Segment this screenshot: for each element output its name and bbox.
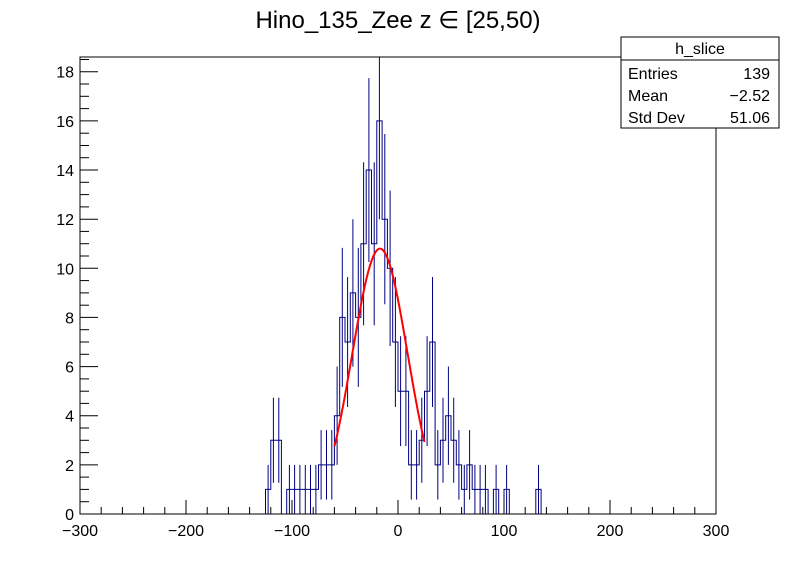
x-tick-label: 100 bbox=[491, 523, 518, 540]
y-tick-label: 4 bbox=[65, 409, 74, 426]
y-tick-label: 0 bbox=[65, 507, 74, 524]
stats-box-frame bbox=[620, 36, 780, 129]
y-tick-label: 8 bbox=[65, 310, 74, 327]
error-bars bbox=[267, 57, 539, 514]
y-tick-label: 14 bbox=[56, 163, 74, 180]
stats-entries-label: Entries bbox=[628, 66, 678, 83]
x-tick-label: −200 bbox=[168, 523, 204, 540]
y-axis: 0 2 4 6 8 10 12 14 16 18 bbox=[56, 59, 98, 524]
gaussian-fit-curve bbox=[333, 247, 426, 447]
plot-area bbox=[79, 56, 717, 515]
y-tick-label: 12 bbox=[56, 212, 74, 229]
chart-title: Hino_135_Zee z ∈ [25,50) bbox=[255, 7, 540, 34]
y-tick-label: 18 bbox=[56, 65, 74, 82]
x-tick-label: 300 bbox=[703, 523, 730, 540]
x-axis: −300 −200 −100 0 100 200 300 bbox=[62, 500, 729, 540]
stats-mean-value: −2.52 bbox=[730, 88, 771, 105]
x-tick-label: 200 bbox=[597, 523, 624, 540]
stats-stddev-value: 51.06 bbox=[730, 110, 770, 127]
x-tick-label: −300 bbox=[62, 523, 98, 540]
stats-stddev-label: Std Dev bbox=[628, 110, 685, 127]
x-tick-label: −100 bbox=[274, 523, 310, 540]
stats-entries-value: 139 bbox=[743, 66, 770, 83]
y-tick-label: 10 bbox=[56, 261, 74, 278]
x-tick-label: 0 bbox=[394, 523, 403, 540]
y-tick-label: 16 bbox=[56, 114, 74, 131]
stats-mean-label: Mean bbox=[628, 88, 668, 105]
y-tick-label: 6 bbox=[65, 360, 74, 377]
stats-box: h_slice Entries 139 Mean −2.52 Std Dev 5… bbox=[620, 36, 780, 129]
stats-box-title: h_slice bbox=[675, 41, 725, 58]
y-tick-label: 2 bbox=[65, 458, 74, 475]
